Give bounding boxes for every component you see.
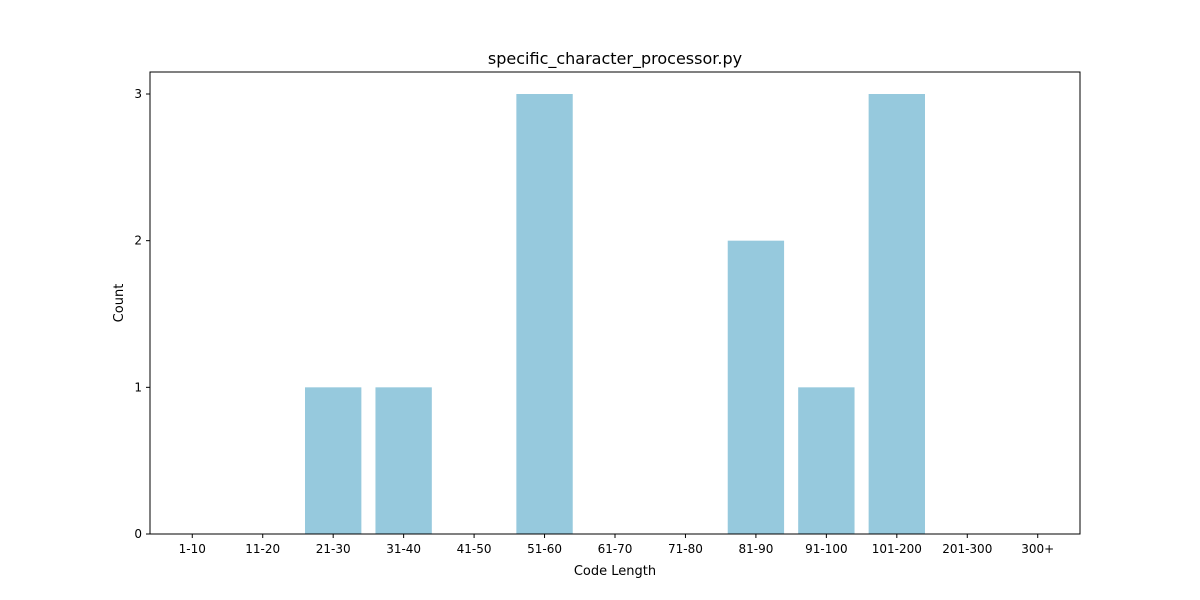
- bar: [727, 240, 785, 534]
- chart-title: specific_character_processor.py: [488, 49, 742, 69]
- y-ticks-group: 0 1 2 3: [134, 87, 150, 541]
- bars-group: [305, 94, 925, 534]
- x-axis-label: Code Length: [574, 564, 656, 579]
- x-tick-label: 51-60: [527, 542, 562, 556]
- bar: [868, 94, 925, 534]
- bar: [305, 387, 362, 534]
- x-tick-label: 81-90: [738, 542, 773, 556]
- x-tick-label: 91-100: [805, 542, 848, 556]
- x-tick-label: 71-80: [668, 542, 703, 556]
- bar: [375, 387, 432, 534]
- x-tick-label: 101-200: [872, 542, 922, 556]
- x-ticks-group: 1-10 11-20 21-30 31-40 41-50 51-60 61-70 71-80 8…: [179, 534, 1054, 556]
- y-axis-label: Count: [112, 284, 127, 323]
- x-tick-label: 11-20: [245, 542, 280, 556]
- plot-frame: [149, 71, 1081, 535]
- x-tick-label: 300+: [1021, 542, 1054, 556]
- y-tick-label: 3: [134, 87, 142, 101]
- x-tick-label: 1-10: [179, 542, 206, 556]
- bar: [798, 387, 855, 534]
- bar: [516, 94, 573, 534]
- x-tick-label: 41-50: [457, 542, 492, 556]
- x-tick-label: 31-40: [386, 542, 421, 556]
- y-tick-label: 2: [134, 234, 142, 248]
- y-tick-label: 1: [134, 380, 142, 394]
- x-tick-label: 21-30: [316, 542, 351, 556]
- y-tick-label: 0: [134, 527, 142, 541]
- x-tick-label: 201-300: [942, 542, 992, 556]
- x-tick-label: 61-70: [598, 542, 633, 556]
